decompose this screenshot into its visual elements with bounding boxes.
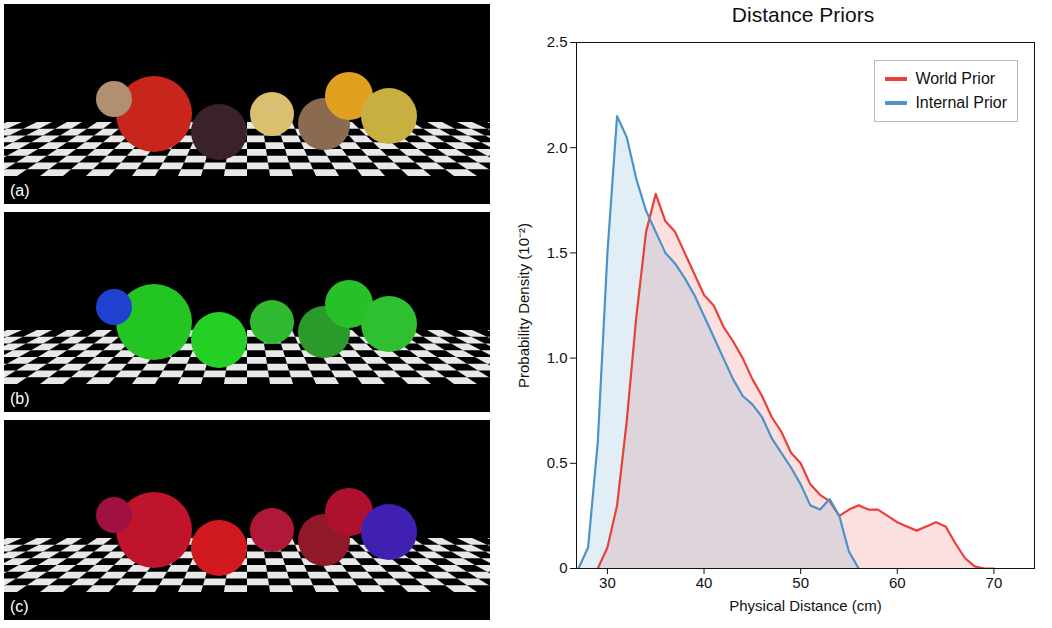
svg-text:(c): (c)	[10, 598, 29, 615]
svg-text:60: 60	[889, 574, 906, 591]
svg-text:0.5: 0.5	[547, 454, 568, 471]
svg-text:2.0: 2.0	[547, 139, 568, 156]
svg-text:1.5: 1.5	[547, 244, 568, 261]
svg-text:2.5: 2.5	[547, 33, 568, 50]
svg-text:40: 40	[696, 574, 713, 591]
svg-text:1.0: 1.0	[547, 349, 568, 366]
svg-text:50: 50	[792, 574, 809, 591]
svg-text:0: 0	[559, 559, 567, 576]
html-text:World Prior: World Prior	[915, 70, 996, 87]
html-text:Distance Priors: Distance Priors	[731, 3, 875, 26]
html-text:Internal Prior: Internal Prior	[915, 94, 1007, 111]
svg-text:30: 30	[599, 574, 616, 591]
svg-text:Probability Density (10⁻²): Probability Density (10⁻²)	[515, 223, 532, 388]
svg-text:70: 70	[986, 574, 1003, 591]
svg-text:(a): (a)	[10, 182, 30, 199]
svg-text:Physical Distance (cm): Physical Distance (cm)	[729, 597, 882, 614]
svg-text:(b): (b)	[10, 390, 30, 407]
